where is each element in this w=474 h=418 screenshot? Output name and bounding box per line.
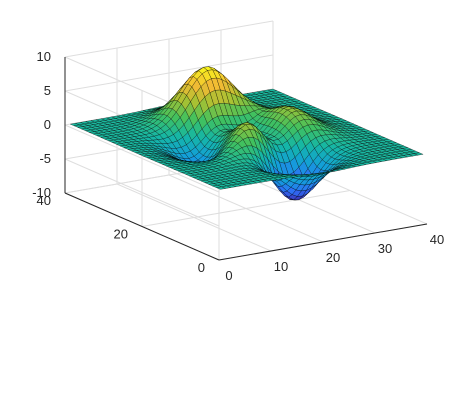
x-tick-label: 20 <box>326 250 340 265</box>
y-tick-label: 20 <box>114 227 128 242</box>
z-tick-label: 10 <box>37 49 51 64</box>
surface-layer <box>70 67 423 200</box>
x-tick-label: 10 <box>274 259 288 274</box>
x-tick-label: 0 <box>225 268 232 283</box>
z-tick-label: 0 <box>44 117 51 132</box>
x-tick-label: 30 <box>378 241 392 256</box>
z-tick-label: -5 <box>39 151 51 166</box>
y-tick-label: 0 <box>198 260 205 275</box>
z-tick-label: 5 <box>44 83 51 98</box>
y-tick-label: 40 <box>37 193 51 208</box>
x-tick-label: 40 <box>430 232 444 247</box>
